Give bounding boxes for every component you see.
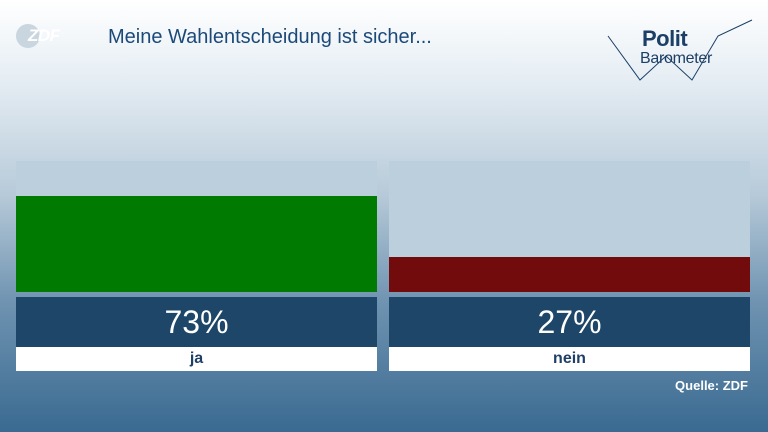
politbarometer-logo-line2: Barometer [640,50,712,67]
zdf-logo: ZDF [16,24,60,48]
source-note: Quelle: ZDF [675,378,748,393]
category-label-nein: nein [389,347,750,371]
zdf-logo-text: ZDF [28,26,60,45]
bar-ja [16,196,377,292]
data-label-ja: 73% [16,297,377,347]
bar-area-ja [16,161,377,292]
chart-title: Meine Wahlentscheidung ist sicher... [108,26,432,48]
data-label-nein: 27% [389,297,750,347]
bar-area-nein [389,161,750,292]
politbarometer-logo-line1: Polit [642,26,688,51]
bar-nein [389,256,750,292]
zdf-logo-circle [16,24,40,48]
politbarometer-logo: Polit Barometer [606,14,756,86]
politbarometer-zigzag-icon [607,19,753,81]
category-label-ja: ja [16,347,377,371]
